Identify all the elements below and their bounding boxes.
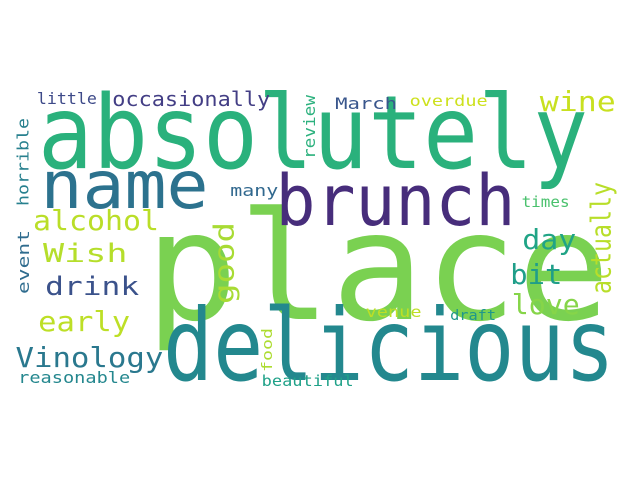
word-place: place bbox=[144, 180, 611, 355]
word-overdue: overdue bbox=[409, 92, 489, 110]
word-good: good bbox=[208, 221, 241, 305]
word-vinology: Vinology bbox=[15, 341, 163, 374]
word-times: times bbox=[521, 193, 571, 211]
word-food: food bbox=[260, 327, 276, 373]
word-love: love bbox=[512, 288, 580, 321]
word-venue: venue bbox=[366, 303, 422, 321]
word-wish: Wish bbox=[42, 239, 128, 269]
word-little: little bbox=[36, 89, 97, 108]
word-many: many bbox=[229, 181, 279, 200]
word-drink: drink bbox=[44, 272, 140, 302]
word-event: event bbox=[14, 229, 34, 295]
word-absolutely: absolutely bbox=[37, 74, 589, 193]
word-delicious: delicious bbox=[163, 286, 615, 404]
word-day: day bbox=[521, 223, 577, 256]
word-horrible: horrible bbox=[14, 117, 33, 207]
word-early: early bbox=[38, 305, 130, 338]
word-brunch: brunch bbox=[275, 160, 515, 242]
word-name: name bbox=[39, 147, 208, 224]
word-reasonable: reasonable bbox=[17, 368, 131, 387]
word-alcohol: alcohol bbox=[32, 204, 160, 237]
word-bit: bit bbox=[509, 258, 562, 291]
word-beautiful: beautiful bbox=[261, 371, 355, 390]
word-wine: wine bbox=[539, 85, 617, 118]
word-occasionally: occasionally bbox=[112, 87, 270, 111]
word-march: March bbox=[334, 94, 397, 113]
word-actually: actually bbox=[583, 182, 617, 294]
word-draft: draft bbox=[450, 307, 496, 324]
word-review: review bbox=[299, 95, 319, 159]
